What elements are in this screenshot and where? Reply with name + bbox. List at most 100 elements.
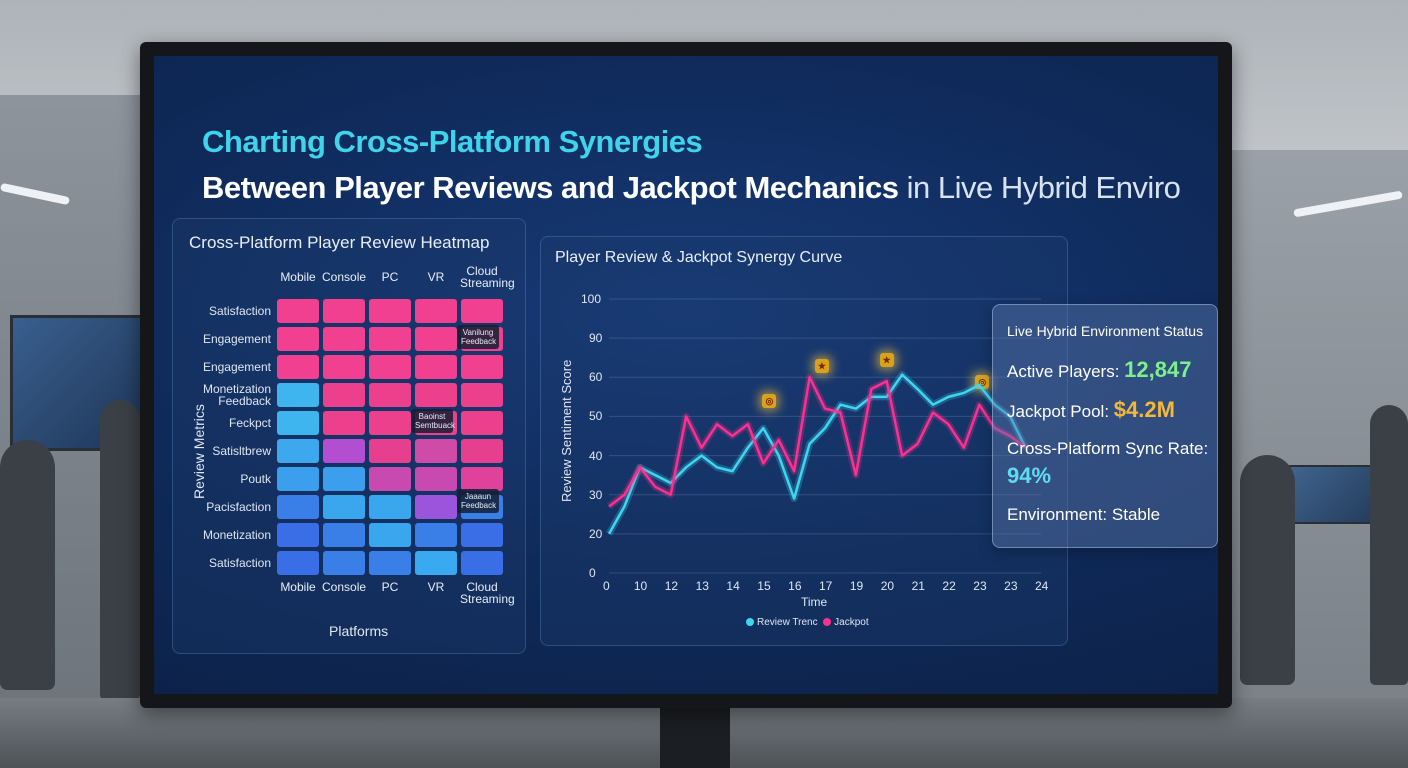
heatmap-cell[interactable] bbox=[415, 327, 457, 351]
background-person bbox=[1240, 455, 1295, 685]
sync-rate-value: 94% bbox=[1007, 463, 1052, 488]
heatmap-cell[interactable] bbox=[323, 551, 365, 575]
heatmap-cell[interactable] bbox=[277, 383, 319, 407]
heatmap-cell[interactable] bbox=[323, 355, 365, 379]
heatmap-cell[interactable] bbox=[415, 523, 457, 547]
heatmap-cell[interactable] bbox=[323, 523, 365, 547]
dashboard-screen: Charting Cross-Platform Synergies Betwee… bbox=[154, 56, 1218, 694]
heatmap-cell[interactable] bbox=[415, 495, 457, 519]
heatmap-cell[interactable] bbox=[323, 439, 365, 463]
x-tick-label: 22 bbox=[942, 579, 956, 593]
heatmap-cell[interactable] bbox=[369, 551, 411, 575]
heatmap-cell[interactable] bbox=[461, 299, 503, 323]
heatmap-tooltip: Jaaaun Feedback bbox=[457, 489, 499, 513]
legend-jackpot-label: Jackpot bbox=[834, 617, 869, 628]
heatmap-cell[interactable] bbox=[369, 327, 411, 351]
heatmap-y-axis-label: Review Metrics bbox=[191, 404, 207, 499]
heatmap-cell[interactable] bbox=[323, 495, 365, 519]
heatmap-cell[interactable] bbox=[369, 523, 411, 547]
x-tick-label: 16 bbox=[788, 579, 802, 593]
x-tick-label: 19 bbox=[849, 579, 864, 593]
heatmap-cell[interactable] bbox=[323, 411, 365, 435]
heatmap-column-footer: Console bbox=[322, 580, 367, 594]
heatmap-cell[interactable] bbox=[277, 355, 319, 379]
environment-status-card: Live Hybrid Environment Status Active Pl… bbox=[992, 304, 1218, 548]
heatmap-row-label: Engagement bbox=[202, 360, 271, 374]
heatmap-tooltip: Baoinst Semtbuack bbox=[411, 409, 455, 433]
heatmap-column-footer: PC bbox=[381, 580, 399, 594]
heatmap-panel: Cross-Platform Player Review Heatmap Mob… bbox=[172, 218, 526, 654]
heatmap-cell[interactable] bbox=[323, 327, 365, 351]
heatmap-cell[interactable] bbox=[369, 439, 411, 463]
active-players-row: Active Players: 12,847 bbox=[1007, 357, 1191, 383]
status-title: Live Hybrid Environment Status bbox=[1007, 323, 1204, 339]
heatmap-cell[interactable] bbox=[323, 299, 365, 323]
sync-rate-row: 94% bbox=[1007, 463, 1051, 489]
heatmap-cell[interactable] bbox=[369, 299, 411, 323]
x-tick-label: 17 bbox=[819, 579, 833, 593]
heatmap-x-axis-label: Platforms bbox=[329, 623, 389, 639]
heatmap-cell[interactable] bbox=[369, 467, 411, 491]
heatmap-cell[interactable] bbox=[277, 495, 319, 519]
heatmap-cell[interactable] bbox=[277, 523, 319, 547]
heatmap-cell[interactable] bbox=[369, 355, 411, 379]
heatmap-tooltip: Vanilung Feedback bbox=[457, 325, 499, 349]
heatmap-column-footer: Cloud Streaming bbox=[460, 580, 515, 606]
heatmap-cell[interactable] bbox=[369, 383, 411, 407]
heatmap-cell[interactable] bbox=[415, 551, 457, 575]
heatmap-cell[interactable] bbox=[369, 411, 411, 435]
heatmap-cell[interactable] bbox=[277, 327, 319, 351]
display-monitor: Charting Cross-Platform Synergies Betwee… bbox=[140, 42, 1232, 708]
heatmap-cell[interactable] bbox=[461, 551, 503, 575]
heatmap-column-header: Mobile bbox=[280, 270, 316, 284]
heatmap-cell[interactable] bbox=[415, 467, 457, 491]
background-person bbox=[1370, 405, 1408, 685]
x-tick-label: 15 bbox=[757, 579, 771, 593]
heatmap-cell[interactable] bbox=[323, 383, 365, 407]
heatmap-cell[interactable] bbox=[277, 439, 319, 463]
heatmap-cell[interactable] bbox=[277, 411, 319, 435]
environment-status: Environment: Stable bbox=[1007, 505, 1161, 524]
heatmap-column-header: PC bbox=[381, 270, 399, 284]
heatmap-cell[interactable] bbox=[415, 383, 457, 407]
heatmap-row-label: Pacisfaction bbox=[206, 500, 271, 514]
heatmap-cell[interactable] bbox=[277, 551, 319, 575]
heatmap-cell[interactable] bbox=[461, 439, 503, 463]
heatmap-cell[interactable] bbox=[415, 439, 457, 463]
line-chart-panel: Player Review & Jackpot Synergy Curve Re… bbox=[540, 236, 1068, 646]
heatmap-cell[interactable] bbox=[461, 411, 503, 435]
heatmap-cell[interactable] bbox=[461, 523, 503, 547]
heatmap-row-label: Monetization bbox=[202, 528, 271, 542]
y-tick-label: 30 bbox=[589, 487, 603, 502]
y-tick-label: 20 bbox=[589, 526, 603, 541]
coin-marker-icon: ◎ bbox=[762, 394, 777, 409]
heatmap-cell[interactable] bbox=[415, 299, 457, 323]
heatmap-cell[interactable] bbox=[461, 467, 503, 491]
heatmap-cell[interactable] bbox=[461, 355, 503, 379]
heatmap-cell[interactable] bbox=[461, 383, 503, 407]
heatmap-cell[interactable] bbox=[323, 467, 365, 491]
heatmap-cell[interactable] bbox=[277, 299, 319, 323]
heatmap-cell[interactable] bbox=[415, 355, 457, 379]
y-tick-label: 40 bbox=[589, 448, 603, 463]
heatmap-cell[interactable] bbox=[369, 495, 411, 519]
heatmap-column-footer: Mobile bbox=[280, 580, 316, 594]
subtitle-main: Between Player Reviews and Jackpot Mecha… bbox=[202, 170, 899, 205]
heatmap-row-label: Satisfaction bbox=[208, 556, 271, 570]
line-chart-x-axis-label: Time bbox=[801, 595, 828, 609]
heatmap-row-label: Satisfaction bbox=[208, 304, 271, 318]
jackpot-pool-row: Jackpot Pool: $4.2M bbox=[1007, 397, 1175, 423]
heatmap-column-header: VR bbox=[427, 270, 445, 284]
y-tick-label: 0 bbox=[589, 566, 596, 580]
heatmap-column-footer: VR bbox=[427, 580, 445, 594]
x-tick-label: 23 bbox=[1004, 579, 1018, 593]
active-players-label: Active Players: bbox=[1007, 362, 1120, 381]
heatmap-column-header: Cloud Streaming bbox=[460, 264, 515, 290]
sync-rate-label: Cross-Platform Sync Rate: bbox=[1007, 439, 1209, 458]
heatmap-row-label: Poutk bbox=[240, 472, 271, 486]
crown-marker-icon: ★ bbox=[814, 359, 829, 374]
heatmap-cell[interactable] bbox=[277, 467, 319, 491]
dashboard-subtitle: Between Player Reviews and Jackpot Mecha… bbox=[202, 170, 1181, 206]
line-chart-title: Player Review & Jackpot Synergy Curve bbox=[555, 249, 843, 266]
background-person bbox=[0, 440, 55, 690]
